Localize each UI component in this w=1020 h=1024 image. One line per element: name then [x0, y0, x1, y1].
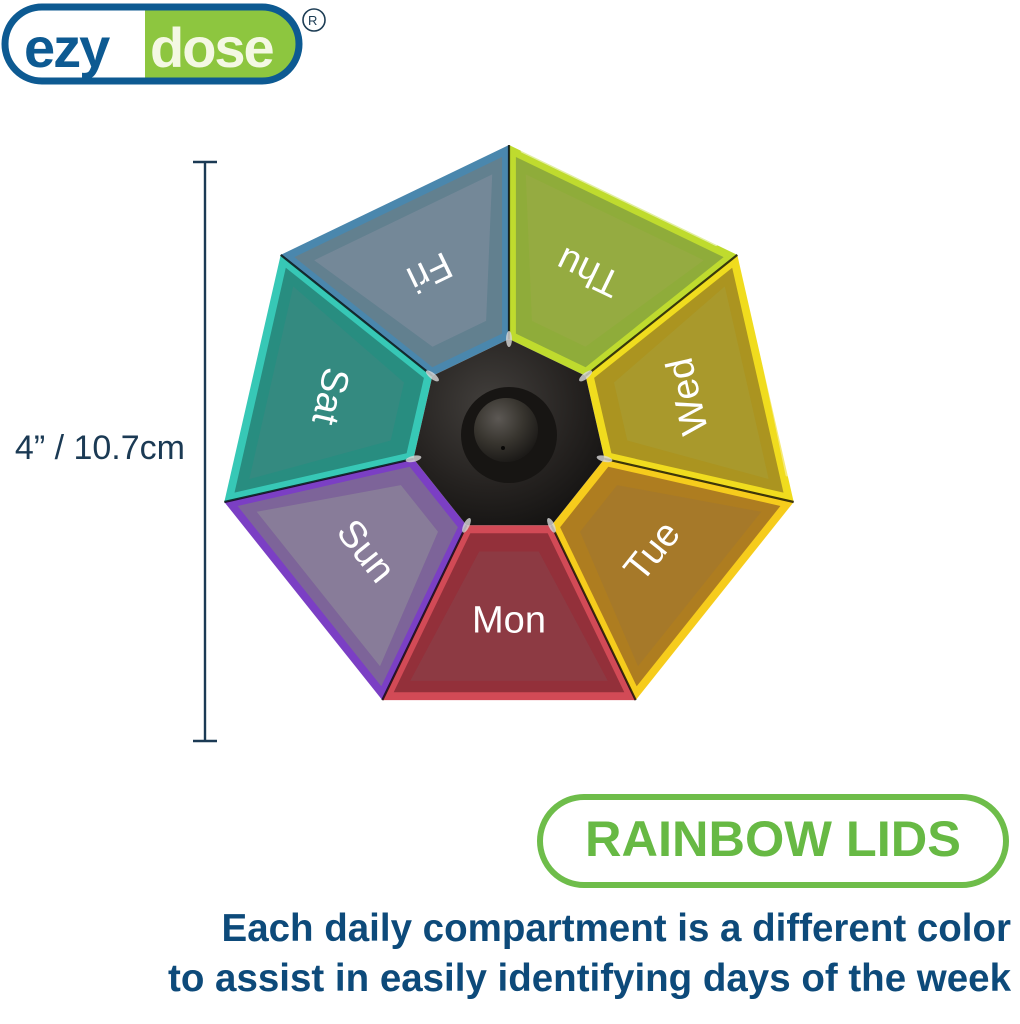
svg-text:dose: dose	[150, 16, 274, 79]
svg-text:RAINBOW LIDS: RAINBOW LIDS	[585, 810, 961, 867]
svg-text:to assist in easily identifyin: to assist in easily identifying days of …	[168, 957, 1012, 1000]
svg-text:R: R	[308, 13, 317, 28]
svg-text:Each daily compartment is a di: Each daily compartment is a different co…	[222, 907, 1011, 950]
svg-text:4” / 10.7cm: 4” / 10.7cm	[15, 429, 185, 467]
svg-text:ezy: ezy	[24, 16, 110, 79]
svg-text:Mon: Mon	[472, 599, 546, 641]
